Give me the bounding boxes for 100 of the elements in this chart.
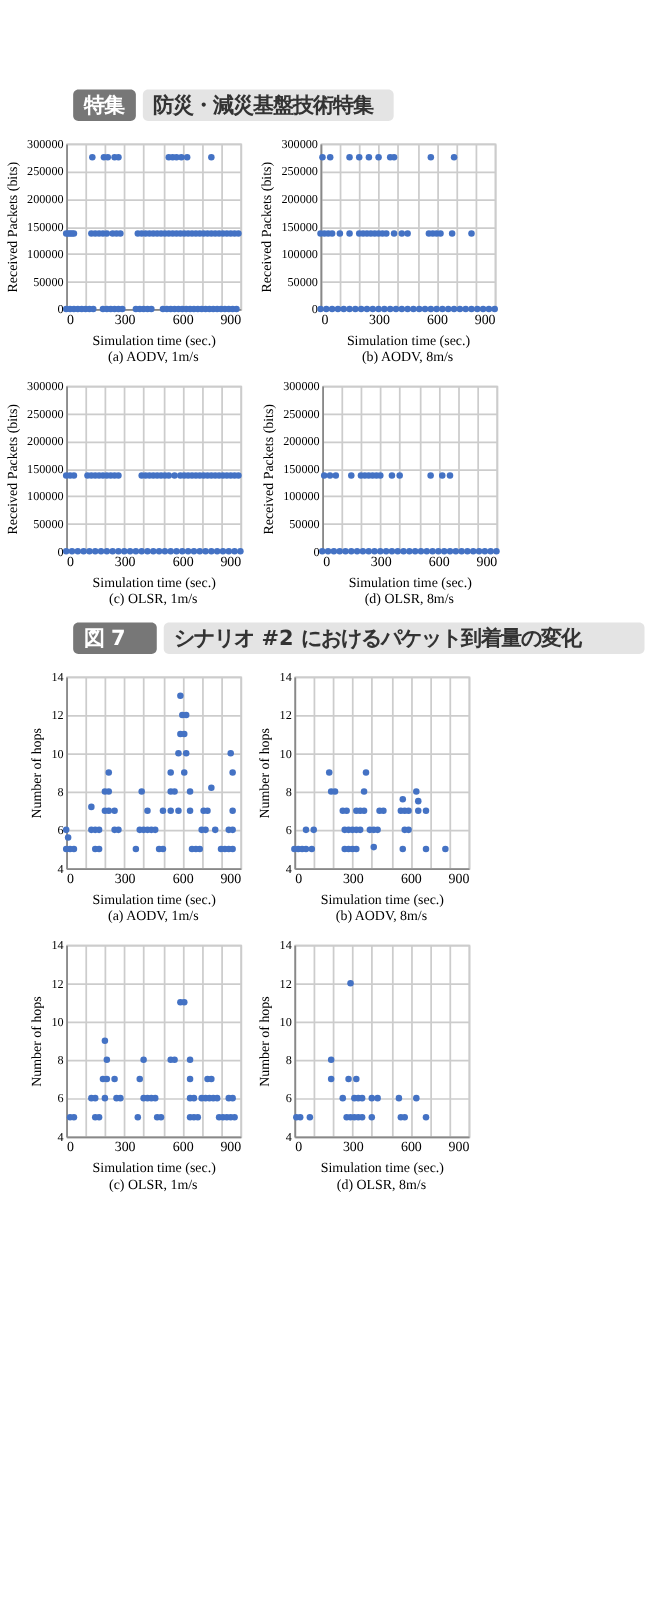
point bbox=[369, 305, 377, 313]
point bbox=[105, 769, 113, 776]
text: 防災・減災基盤技術特集 bbox=[153, 94, 374, 119]
point bbox=[395, 1094, 403, 1102]
point bbox=[310, 826, 317, 834]
point bbox=[368, 1094, 376, 1102]
point bbox=[211, 826, 219, 834]
point bbox=[345, 1075, 352, 1083]
point bbox=[363, 305, 371, 313]
point bbox=[319, 154, 326, 161]
point bbox=[365, 154, 373, 161]
point bbox=[178, 154, 185, 161]
point bbox=[375, 305, 382, 313]
point bbox=[415, 797, 422, 805]
point bbox=[468, 230, 475, 237]
point bbox=[175, 807, 182, 814]
point bbox=[302, 826, 310, 834]
point bbox=[334, 305, 342, 313]
point bbox=[140, 1056, 147, 1064]
point bbox=[410, 305, 417, 313]
point bbox=[159, 807, 167, 814]
point bbox=[208, 154, 215, 161]
point bbox=[386, 305, 394, 313]
point bbox=[370, 843, 377, 851]
point bbox=[355, 154, 363, 161]
point bbox=[422, 845, 430, 853]
point bbox=[456, 305, 464, 313]
point bbox=[325, 769, 333, 776]
point bbox=[404, 230, 411, 237]
point bbox=[381, 305, 388, 313]
caption: 図 7 bbox=[83, 627, 126, 652]
point bbox=[89, 154, 96, 161]
point bbox=[357, 305, 365, 313]
point bbox=[183, 154, 191, 161]
point bbox=[339, 1094, 347, 1102]
point bbox=[186, 1075, 194, 1083]
point bbox=[360, 788, 368, 795]
point bbox=[327, 1056, 335, 1064]
point bbox=[450, 305, 458, 313]
point bbox=[101, 1037, 109, 1044]
point bbox=[306, 1114, 314, 1121]
point bbox=[368, 1114, 376, 1121]
point bbox=[186, 1056, 194, 1064]
point bbox=[328, 305, 336, 313]
point bbox=[415, 807, 422, 814]
point bbox=[64, 834, 72, 841]
point bbox=[177, 692, 184, 699]
point bbox=[390, 230, 398, 237]
point bbox=[186, 788, 194, 795]
point bbox=[421, 305, 429, 313]
point bbox=[111, 1075, 118, 1083]
point bbox=[413, 788, 420, 795]
point bbox=[479, 305, 487, 313]
point bbox=[167, 769, 174, 776]
point bbox=[468, 305, 475, 313]
point bbox=[132, 845, 140, 853]
text: 特集 bbox=[81, 94, 124, 119]
point bbox=[422, 1114, 430, 1121]
point bbox=[144, 807, 151, 814]
point bbox=[439, 305, 446, 313]
point bbox=[181, 769, 188, 776]
point bbox=[491, 305, 498, 313]
point bbox=[323, 305, 330, 313]
point bbox=[326, 154, 334, 161]
point bbox=[346, 154, 353, 161]
point bbox=[138, 788, 145, 795]
point bbox=[103, 1056, 111, 1064]
point bbox=[229, 769, 236, 776]
point bbox=[208, 784, 215, 791]
point bbox=[101, 1094, 109, 1102]
point bbox=[175, 749, 182, 757]
point bbox=[485, 305, 493, 313]
point bbox=[340, 305, 347, 313]
point bbox=[399, 795, 407, 803]
point bbox=[336, 230, 344, 237]
point bbox=[374, 1094, 381, 1102]
point bbox=[229, 807, 236, 814]
point bbox=[433, 305, 440, 313]
point bbox=[227, 749, 234, 757]
point bbox=[346, 230, 353, 237]
point bbox=[346, 305, 353, 313]
point bbox=[327, 1075, 335, 1083]
point bbox=[88, 803, 95, 811]
point bbox=[186, 807, 194, 814]
point bbox=[398, 230, 406, 237]
point bbox=[442, 845, 449, 853]
point bbox=[450, 154, 458, 161]
point bbox=[399, 845, 407, 853]
point bbox=[347, 979, 354, 987]
point bbox=[474, 305, 481, 313]
point bbox=[422, 807, 430, 814]
point bbox=[392, 305, 400, 313]
point bbox=[136, 1075, 143, 1083]
point bbox=[398, 305, 406, 313]
point bbox=[375, 154, 382, 161]
point bbox=[308, 845, 316, 853]
point bbox=[182, 749, 190, 757]
point bbox=[167, 807, 174, 814]
point bbox=[111, 807, 118, 814]
point bbox=[134, 1114, 142, 1121]
